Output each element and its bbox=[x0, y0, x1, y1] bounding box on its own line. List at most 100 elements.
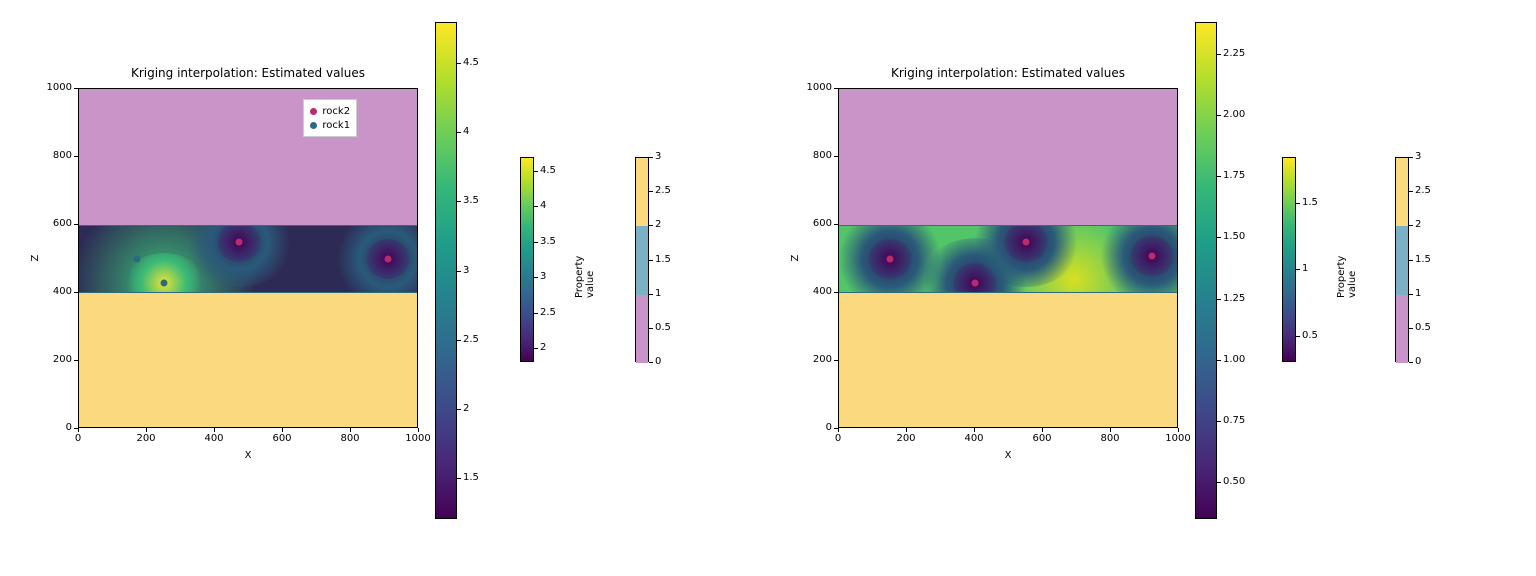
cbar-tick-label: 4 bbox=[463, 126, 497, 137]
ytick-label: 800 bbox=[798, 150, 832, 161]
cbar-tick bbox=[1409, 157, 1413, 158]
cbar-tick bbox=[649, 260, 653, 261]
cbar-tick-label: 2 bbox=[1415, 219, 1449, 230]
xtick-label: 200 bbox=[131, 433, 161, 444]
marker-rock1 bbox=[133, 256, 140, 263]
xtick-label: 400 bbox=[959, 433, 989, 444]
xtick-mark bbox=[1110, 428, 1111, 432]
cbar-tick bbox=[1217, 299, 1221, 300]
xtick-mark bbox=[1042, 428, 1043, 432]
cbar-tick bbox=[457, 201, 461, 202]
cbar-tick bbox=[534, 171, 538, 172]
colorbar-gradient bbox=[635, 157, 649, 362]
marker-rock2 bbox=[235, 239, 242, 246]
plot-frame-left: rock2 rock1 bbox=[78, 88, 418, 428]
ytick-mark bbox=[74, 292, 78, 293]
cbar-tick bbox=[534, 348, 538, 349]
cbar-tick-label: 2.5 bbox=[1415, 185, 1449, 196]
xtick-mark bbox=[418, 428, 419, 432]
cbar-tick-label: 4 bbox=[540, 200, 574, 211]
ytick-mark bbox=[834, 224, 838, 225]
cbar-band bbox=[636, 295, 648, 363]
cbar-tick-label: 1.75 bbox=[1223, 170, 1257, 181]
cbar-tick bbox=[1296, 269, 1300, 270]
cbar-tick-label: 3 bbox=[655, 151, 689, 162]
ytick-mark bbox=[834, 292, 838, 293]
cbar-tick-label: 0.75 bbox=[1223, 415, 1257, 426]
cbar-band bbox=[636, 158, 648, 226]
legend-dot bbox=[310, 108, 317, 115]
cbar-tick-label: 2.5 bbox=[463, 334, 497, 345]
ytick-label: 0 bbox=[38, 422, 72, 433]
cbar-band bbox=[1396, 226, 1408, 294]
cbar-tick bbox=[457, 271, 461, 272]
cbar-label: Property value bbox=[574, 288, 596, 298]
cbar-tick bbox=[649, 157, 653, 158]
layer-upper bbox=[839, 89, 1177, 225]
ytick-mark bbox=[834, 360, 838, 361]
ylabel: Z bbox=[30, 253, 41, 263]
ytick-label: 400 bbox=[798, 286, 832, 297]
plot-frame-right bbox=[838, 88, 1178, 428]
cbar-tick bbox=[457, 409, 461, 410]
cbar-tick-label: 1.5 bbox=[655, 254, 689, 265]
cbar-tick-label: 0 bbox=[655, 356, 689, 367]
cbar-tick-label: 1.5 bbox=[1415, 254, 1449, 265]
cbar-tick-label: 2 bbox=[540, 342, 574, 353]
marker-rock2 bbox=[972, 279, 979, 286]
cbar-tick-label: 4.5 bbox=[540, 165, 574, 176]
legend-label: rock2 bbox=[322, 106, 350, 117]
cbar-tick-label: 3 bbox=[1415, 151, 1449, 162]
cbar-tick bbox=[534, 313, 538, 314]
cbar-tick-label: 3 bbox=[463, 265, 497, 276]
cbar-tick-label: 0.5 bbox=[655, 322, 689, 333]
band-bot-line bbox=[79, 292, 417, 293]
xlabel: X bbox=[838, 450, 1178, 461]
cbar-tick-label: 1.50 bbox=[1223, 231, 1257, 242]
layer-lower bbox=[79, 293, 417, 428]
xtick-label: 400 bbox=[199, 433, 229, 444]
cbar-tick bbox=[457, 132, 461, 133]
xtick-mark bbox=[350, 428, 351, 432]
cbar-tick-label: 1 bbox=[1415, 288, 1449, 299]
colorbar-left-1 bbox=[520, 157, 534, 362]
cbar-tick-label: 0 bbox=[1415, 356, 1449, 367]
cbar-tick-label: 1 bbox=[1302, 263, 1336, 274]
ytick-label: 800 bbox=[38, 150, 72, 161]
xtick-label: 200 bbox=[891, 433, 921, 444]
cbar-band bbox=[1396, 295, 1408, 363]
xtick-mark bbox=[906, 428, 907, 432]
legend-label: rock1 bbox=[322, 120, 350, 131]
cbar-tick-label: 1.5 bbox=[463, 472, 497, 483]
cbar-tick-label: 0.5 bbox=[1415, 322, 1449, 333]
cbar-tick bbox=[649, 191, 653, 192]
cbar-tick-label: 3 bbox=[540, 271, 574, 282]
xtick-mark bbox=[1178, 428, 1179, 432]
marker-rock2 bbox=[887, 256, 894, 263]
xtick-label: 600 bbox=[1027, 433, 1057, 444]
cbar-tick-label: 2 bbox=[655, 219, 689, 230]
cbar-tick bbox=[534, 277, 538, 278]
legend-item: rock2 bbox=[310, 104, 350, 118]
xtick-label: 1000 bbox=[1163, 433, 1193, 444]
xlabel: X bbox=[78, 450, 418, 461]
xtick-mark bbox=[146, 428, 147, 432]
ytick-label: 600 bbox=[38, 218, 72, 229]
cbar-tick bbox=[1409, 362, 1413, 363]
cbar-tick bbox=[534, 206, 538, 207]
legend-item: rock1 bbox=[310, 118, 350, 132]
colorbar-gradient bbox=[1282, 157, 1296, 362]
ytick-mark bbox=[74, 224, 78, 225]
cbar-tick bbox=[1296, 336, 1300, 337]
cbar-tick bbox=[1409, 294, 1413, 295]
ytick-label: 400 bbox=[38, 286, 72, 297]
colorbar-gradient bbox=[520, 157, 534, 362]
xtick-mark bbox=[838, 428, 839, 432]
cbar-tick-label: 1 bbox=[655, 288, 689, 299]
ytick-mark bbox=[834, 156, 838, 157]
ytick-mark bbox=[834, 88, 838, 89]
ytick-mark bbox=[74, 88, 78, 89]
colorbar-right-1 bbox=[1282, 157, 1296, 362]
cbar-tick-label: 0.50 bbox=[1223, 476, 1257, 487]
colorbar-gradient bbox=[1195, 22, 1217, 519]
